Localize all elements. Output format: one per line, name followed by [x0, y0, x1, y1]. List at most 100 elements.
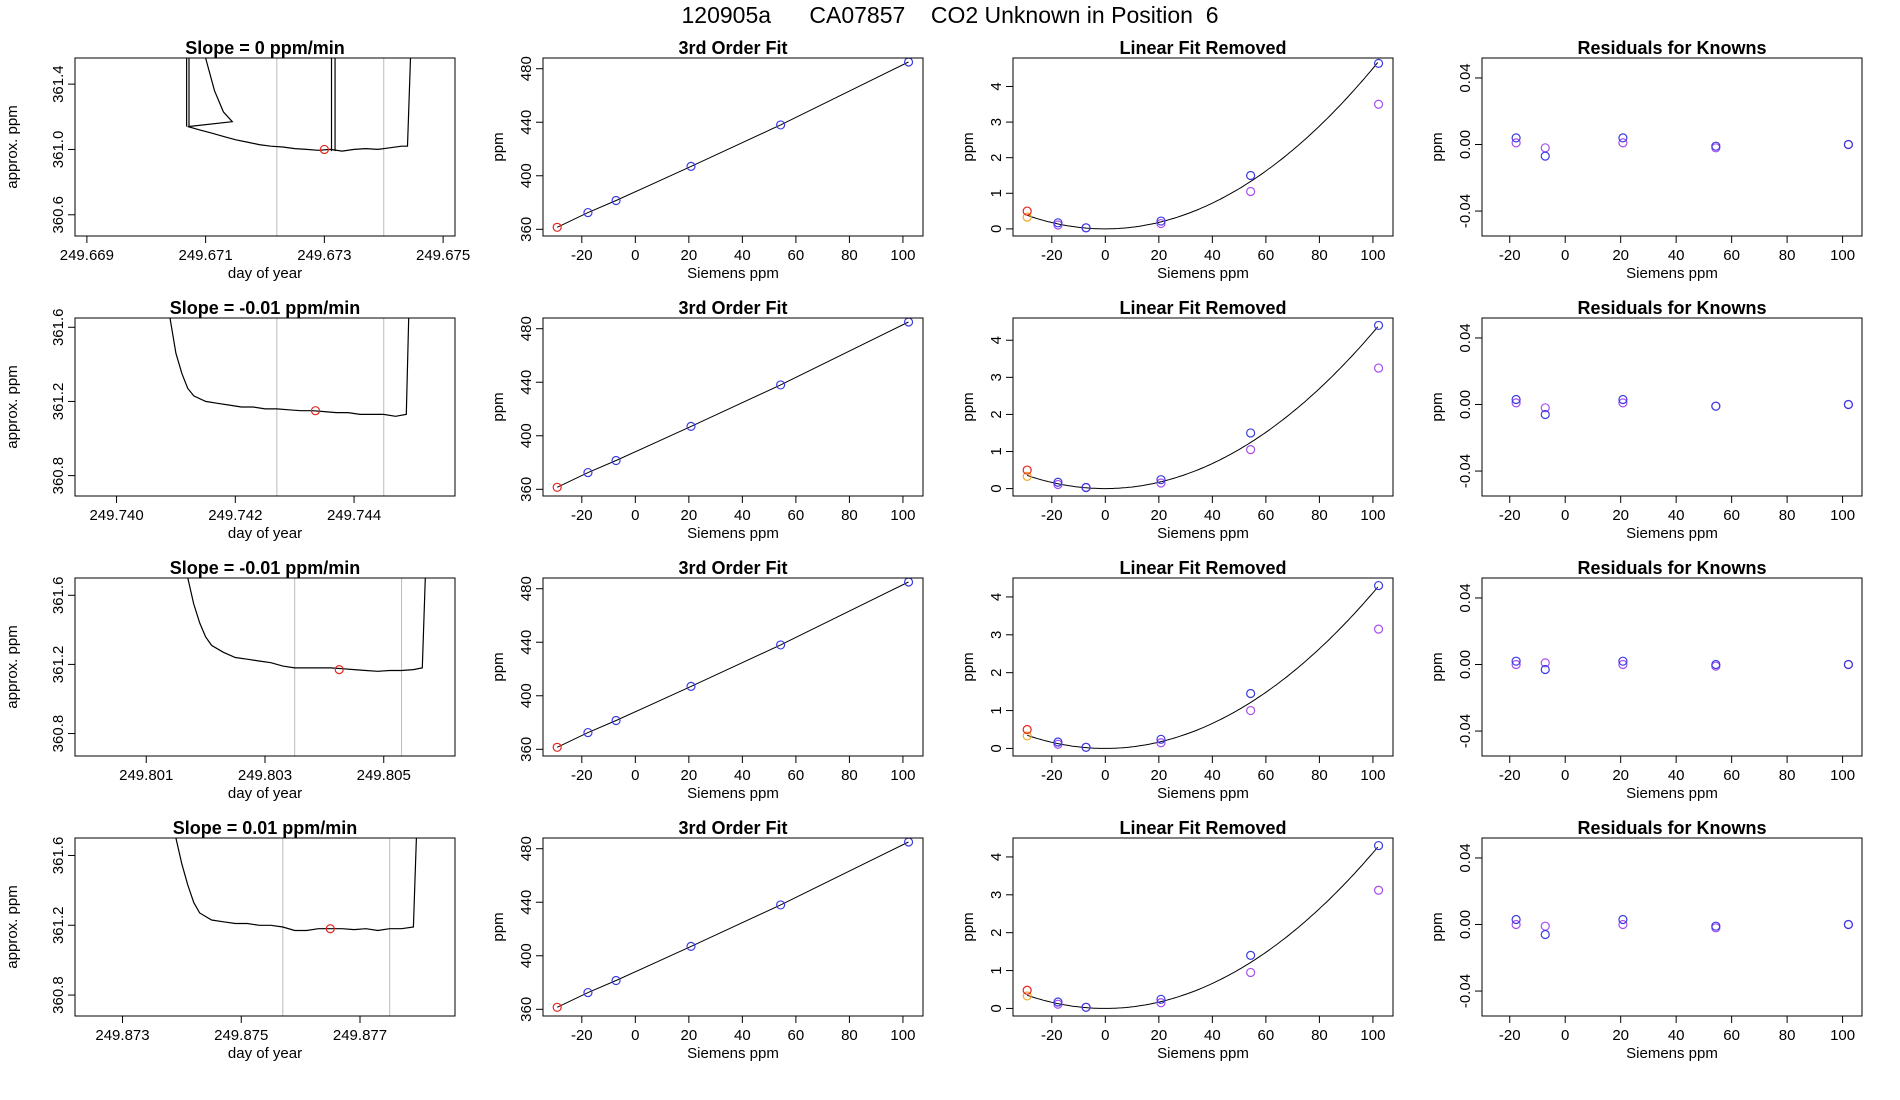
known-point [583, 207, 593, 218]
x-tick-label: 40 [1668, 1027, 1685, 1044]
x-axis-label: Siemens ppm [1157, 1045, 1249, 1062]
x-tick-label: 0 [1561, 247, 1569, 264]
y-tick-label: 361.0 [50, 131, 67, 169]
data-trace [175, 838, 417, 932]
y-tick-label: 360.8 [50, 457, 67, 495]
y-tick-label: -0.04 [1457, 714, 1474, 748]
x-tick-label: 20 [1612, 507, 1629, 524]
residual-point [1618, 133, 1628, 143]
y-tick-label: 2 [988, 929, 1005, 937]
y-axis-label: approx. ppm [4, 885, 21, 968]
residual-point [1843, 139, 1854, 150]
fitted-known-point [1373, 363, 1384, 373]
y-tick-label: 480 [518, 576, 535, 601]
residual-point-fit [1540, 143, 1550, 153]
x-tick-label: 20 [1151, 767, 1168, 784]
plot-frame [542, 317, 924, 497]
y-axis-label: ppm [1429, 392, 1446, 421]
unknown-fit-point [1022, 731, 1032, 741]
x-tick-label: 249.675 [416, 247, 470, 264]
known-point [611, 195, 621, 206]
residual-point [1618, 394, 1628, 405]
x-axis-label: Siemens ppm [687, 785, 779, 802]
plot-frame [1012, 837, 1394, 1017]
x-tick-label: 40 [734, 1027, 751, 1044]
x-tick-label: 0 [1101, 767, 1109, 784]
x-tick-label: 100 [1360, 767, 1385, 784]
x-tick-label: 0 [631, 767, 639, 784]
fit-curve [1027, 326, 1379, 490]
known-point [686, 161, 696, 172]
x-tick-label: -20 [1041, 1027, 1063, 1044]
x-tick-label: 20 [1612, 1027, 1629, 1044]
residual-point [1511, 656, 1521, 666]
plot-frame [74, 837, 456, 1017]
panel-4-2: Residuals for Knowns -20 0 20 40 60 80 100 -0.04… [1429, 298, 1863, 542]
y-tick-label: 3 [988, 631, 1005, 639]
y-tick-label: 3 [988, 118, 1005, 126]
panel-2-2: 3rd Order Fit -20 0 20 40 60 80 100 360 400 440 480… [490, 298, 924, 542]
plot-area [1022, 320, 1384, 493]
x-tick-label: 20 [1612, 767, 1629, 784]
x-tick-label: 40 [734, 247, 751, 264]
x-tick-label: -20 [571, 767, 593, 784]
y-tick-label: 400 [518, 683, 535, 708]
x-tick-label: 100 [1830, 1027, 1855, 1044]
y-tick-label: 0 [988, 744, 1005, 752]
known-point [583, 987, 593, 998]
x-tick-label: 249.744 [327, 507, 381, 524]
residual-point-fit [1618, 659, 1628, 670]
unknown-fit-point [1022, 991, 1032, 1001]
residual-point-fit [1540, 403, 1550, 413]
known-point [1373, 840, 1384, 851]
panel-title: Residuals for Knowns [1577, 818, 1766, 838]
x-axis-label: Siemens ppm [1157, 785, 1249, 802]
residual-point-fit [1618, 138, 1628, 148]
unknown-point [1022, 465, 1032, 475]
x-tick-label: -20 [1499, 1027, 1521, 1044]
plot-frame [1481, 317, 1863, 497]
x-tick-label: 80 [841, 1027, 858, 1044]
x-tick-label: 0 [631, 247, 639, 264]
plot-frame [74, 577, 456, 757]
panel-title: 3rd Order Fit [678, 298, 787, 318]
x-tick-label: 20 [681, 507, 698, 524]
y-tick-label: 400 [518, 943, 535, 968]
panel-2-4: 3rd Order Fit -20 0 20 40 60 80 100 360 400 440 480… [490, 818, 924, 1062]
unknown-marker [319, 144, 329, 155]
panel-title: Linear Fit Removed [1119, 298, 1286, 318]
plot-frame [1012, 317, 1394, 497]
plot-area [1022, 840, 1384, 1012]
x-tick-label: 80 [1311, 1027, 1328, 1044]
x-tick-label: -20 [1041, 507, 1063, 524]
y-tick-label: 360.8 [50, 976, 67, 1014]
x-tick-label: 40 [734, 507, 751, 524]
known-point [611, 715, 621, 726]
y-axis-label: ppm [490, 132, 507, 161]
y-tick-label: 440 [518, 110, 535, 135]
known-point [1246, 170, 1256, 181]
residual-point [1540, 929, 1550, 940]
plot-area [1022, 58, 1384, 233]
x-tick-label: 0 [1561, 1027, 1569, 1044]
y-tick-label: 4 [988, 336, 1005, 344]
x-tick-label: 80 [1779, 507, 1796, 524]
y-tick-label: 2 [988, 669, 1005, 677]
y-axis-label: ppm [490, 912, 507, 941]
known-point [1156, 216, 1166, 226]
x-tick-label: 80 [1779, 767, 1796, 784]
x-axis-label: day of year [228, 1045, 302, 1062]
x-tick-label: 80 [841, 767, 858, 784]
fitted-known-point [1246, 967, 1256, 978]
known-point [1373, 58, 1384, 68]
x-tick-label: 60 [1258, 767, 1275, 784]
known-point [1053, 477, 1063, 487]
x-tick-label: 60 [788, 767, 805, 784]
fitted-known-point [1373, 624, 1384, 634]
unknown-point [552, 742, 562, 752]
residual-point-fit [1618, 398, 1628, 408]
y-axis-label: approx. ppm [4, 365, 21, 448]
x-tick-label: -20 [1499, 767, 1521, 784]
known-point [1246, 428, 1256, 438]
plot-area [187, 578, 426, 675]
